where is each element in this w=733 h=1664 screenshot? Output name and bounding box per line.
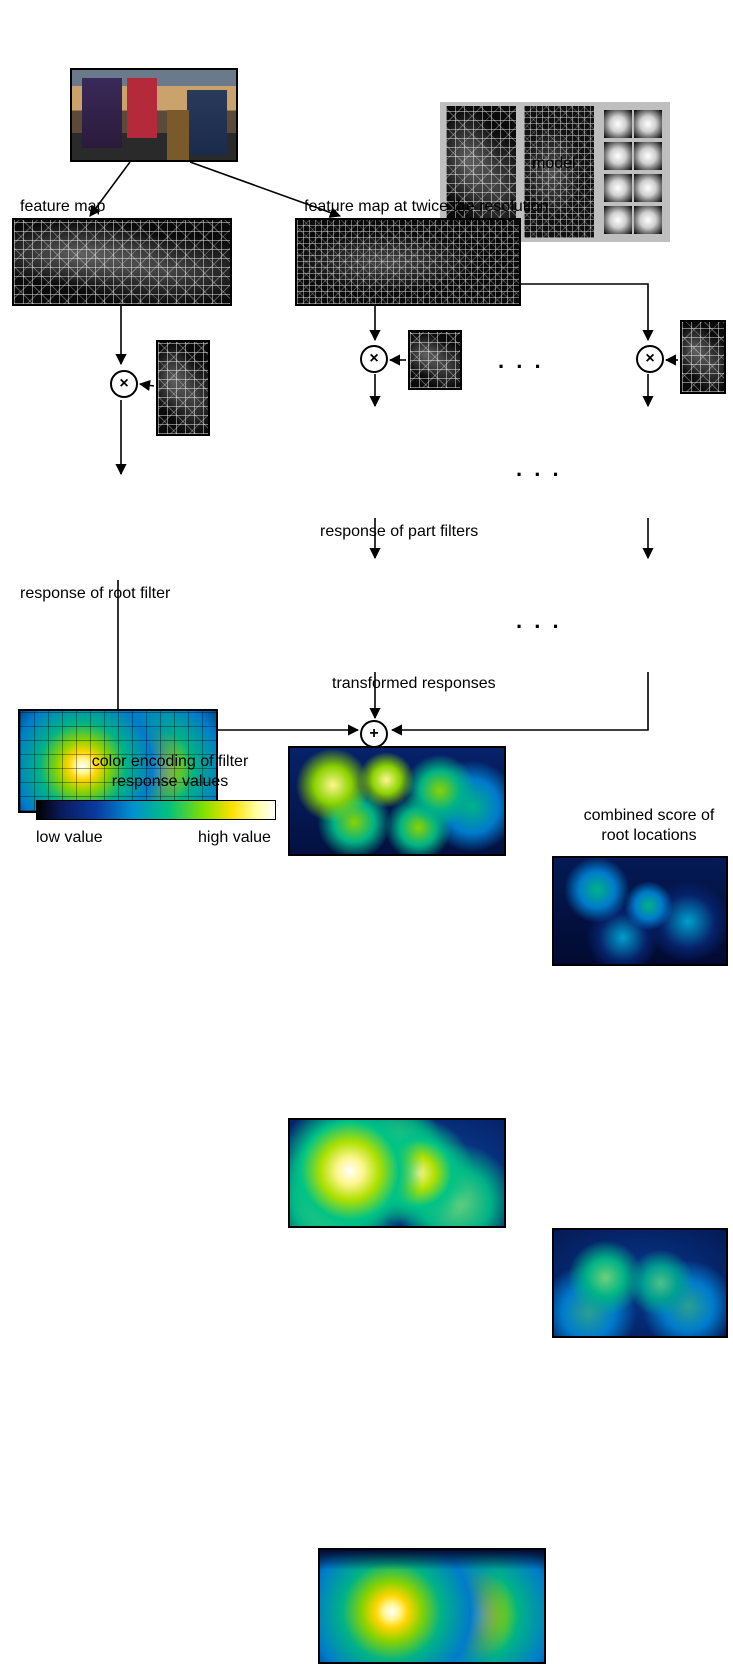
plus-symbol: + bbox=[369, 725, 378, 743]
label-legend-title: color encoding of filterresponse values bbox=[60, 752, 280, 792]
otimes-part-b: × bbox=[636, 345, 664, 373]
label-response-root: response of root filter bbox=[20, 584, 170, 604]
label-legend-high: high value bbox=[198, 828, 271, 848]
node-filt-part-b bbox=[680, 320, 726, 394]
oplus: + bbox=[360, 720, 388, 748]
node-trans-b bbox=[552, 1228, 728, 1338]
node-feat-lo bbox=[12, 218, 232, 306]
ellipsis-filters: . . . bbox=[498, 348, 544, 374]
node-filt-part-a bbox=[408, 330, 462, 390]
label-response-parts: response of part filters bbox=[320, 522, 478, 542]
label-combined: combined score ofroot locations bbox=[574, 806, 724, 846]
label-transformed: transformed responses bbox=[332, 674, 496, 694]
colormap-legend-bar bbox=[36, 800, 276, 820]
ellipsis-transformed: . . . bbox=[516, 608, 562, 634]
ellipsis-responses: . . . bbox=[516, 456, 562, 482]
label-legend-low: low value bbox=[36, 828, 103, 848]
otimes-root: × bbox=[110, 370, 138, 398]
label-feature-map-2x: feature map at twice the resolution bbox=[304, 197, 549, 217]
times-symbol: × bbox=[645, 350, 654, 368]
node-filt-root bbox=[156, 340, 210, 436]
node-combined bbox=[318, 1548, 546, 1664]
node-feat-hi bbox=[295, 218, 521, 306]
node-photo bbox=[70, 68, 238, 162]
node-resp-part-a bbox=[288, 746, 506, 856]
label-feature-map: feature map bbox=[20, 197, 105, 217]
label-model: model bbox=[532, 154, 576, 174]
otimes-part-a: × bbox=[360, 345, 388, 373]
node-trans-a bbox=[288, 1118, 506, 1228]
times-symbol: × bbox=[119, 375, 128, 393]
node-resp-part-b bbox=[552, 856, 728, 966]
times-symbol: × bbox=[369, 350, 378, 368]
